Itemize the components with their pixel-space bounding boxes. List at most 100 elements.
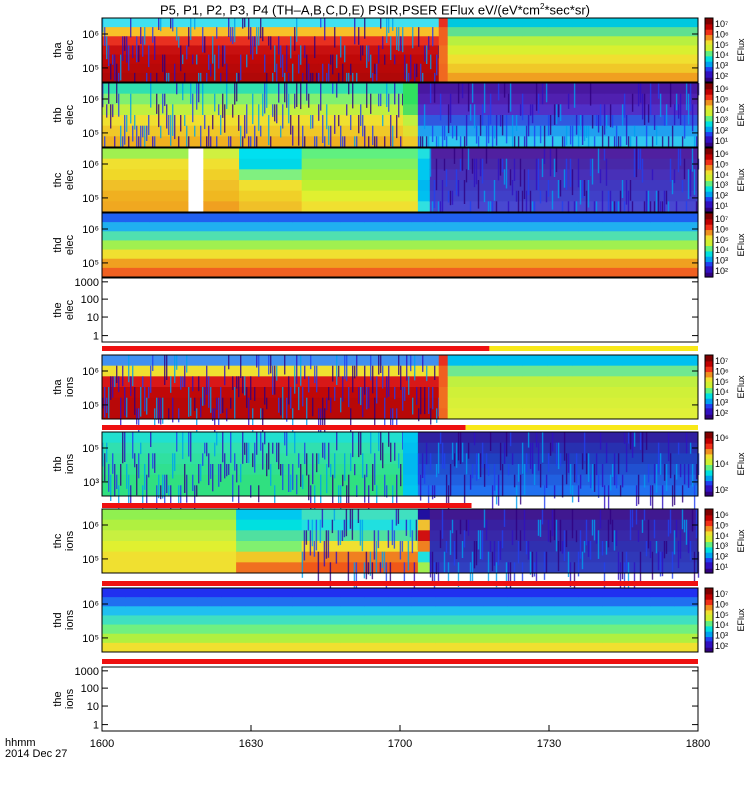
heatmap-cell bbox=[287, 474, 311, 486]
heatmap-cell bbox=[316, 258, 341, 269]
heatmap-cell bbox=[126, 18, 151, 28]
heatmap-cell bbox=[402, 83, 419, 95]
colorbar-tick-label: 10⁷ bbox=[715, 19, 728, 29]
heatmap-cell bbox=[602, 222, 627, 232]
heatmap-streak bbox=[669, 158, 672, 182]
heatmap-cell bbox=[531, 606, 556, 616]
colorbar-cell bbox=[705, 255, 713, 258]
heatmap-streak bbox=[282, 387, 284, 419]
heatmap-streak bbox=[358, 27, 360, 45]
heatmap-streak bbox=[392, 485, 394, 504]
heatmap-cell bbox=[292, 624, 318, 635]
heatmap-cell bbox=[547, 355, 574, 367]
heatmap-cell bbox=[497, 27, 524, 37]
heatmap-cell bbox=[292, 615, 318, 626]
colorbar-cell bbox=[705, 452, 713, 454]
heatmap-streak bbox=[621, 180, 624, 198]
heatmap-cell bbox=[459, 606, 484, 616]
heatmap-cell bbox=[435, 588, 461, 598]
heatmap-streak bbox=[447, 104, 450, 134]
heatmap-cell bbox=[627, 136, 652, 148]
heatmap-cell bbox=[649, 541, 675, 553]
heatmap-streak bbox=[337, 530, 340, 546]
heatmap-streak bbox=[226, 63, 228, 87]
heatmap-streak bbox=[313, 541, 316, 557]
heatmap-streak bbox=[166, 104, 168, 129]
heatmap-streak bbox=[447, 562, 450, 581]
heatmap-cell bbox=[259, 201, 282, 213]
heatmap-streak bbox=[182, 54, 184, 65]
heatmap-streak bbox=[519, 530, 522, 551]
heatmap-streak bbox=[348, 387, 350, 408]
colorbar-cell bbox=[705, 144, 713, 147]
colorbar-tick-label: 10⁵ bbox=[715, 94, 729, 104]
heatmap-cell bbox=[245, 240, 270, 251]
heatmap-cell bbox=[379, 125, 404, 137]
heatmap-streak bbox=[408, 376, 410, 395]
colorbar-cell bbox=[705, 160, 713, 163]
heatmap-cell bbox=[245, 258, 270, 269]
heatmap-cell bbox=[102, 562, 125, 574]
heatmap-cell bbox=[438, 397, 449, 409]
heatmap-streak bbox=[637, 148, 640, 170]
heatmap-cell bbox=[316, 249, 341, 260]
heatmap-cell bbox=[342, 387, 368, 399]
heatmap-streak bbox=[461, 442, 464, 463]
heatmap-cell bbox=[318, 45, 344, 56]
heatmap-streak bbox=[366, 464, 368, 478]
colorbar-cell bbox=[705, 273, 713, 276]
heatmap-streak bbox=[182, 83, 184, 101]
heatmap-streak bbox=[276, 442, 278, 463]
heatmap-streak bbox=[148, 45, 150, 68]
heatmap-cell bbox=[572, 27, 599, 37]
colorbar-cell bbox=[705, 101, 713, 103]
heatmap-cell bbox=[435, 267, 461, 278]
colorbar-tick-label: 10⁵ bbox=[715, 377, 729, 387]
heatmap-streak bbox=[569, 125, 572, 145]
colorbar-cell bbox=[705, 436, 713, 438]
heatmap-streak bbox=[220, 464, 222, 482]
heatmap-streak bbox=[386, 83, 388, 107]
heatmap-streak bbox=[392, 125, 394, 156]
colorbar-cell bbox=[705, 176, 713, 179]
heatmap-streak bbox=[194, 485, 196, 510]
heatmap-streak bbox=[156, 93, 158, 114]
colorbar-cell bbox=[705, 523, 713, 526]
heatmap-streak bbox=[174, 115, 176, 140]
colorbar-cell bbox=[705, 18, 713, 20]
heatmap-streak bbox=[290, 36, 292, 59]
colorbar-cell bbox=[705, 86, 713, 88]
colorbar-cell bbox=[705, 127, 713, 130]
heatmap-cell bbox=[534, 464, 559, 476]
colorbar-cell bbox=[705, 158, 713, 161]
heatmap-cell bbox=[576, 562, 601, 574]
heatmap-streak bbox=[535, 551, 538, 581]
heatmap-cell bbox=[411, 642, 437, 653]
heatmap-cell bbox=[342, 408, 368, 420]
heatmap-streak bbox=[559, 453, 562, 467]
heatmap-streak bbox=[549, 530, 552, 543]
heatmap-cell bbox=[507, 597, 532, 607]
heatmap-cell bbox=[169, 509, 192, 521]
heatmap-cell bbox=[340, 240, 365, 251]
heatmap-streak bbox=[166, 355, 168, 380]
heatmap-streak bbox=[321, 509, 324, 528]
heatmap-streak bbox=[647, 190, 650, 223]
heatmap-cell bbox=[292, 642, 318, 653]
heatmap-cell bbox=[602, 267, 627, 278]
heatmap-cell bbox=[239, 158, 261, 170]
heatmap-streak bbox=[455, 442, 458, 468]
colorbar-cell bbox=[705, 250, 713, 252]
colorbar-cell bbox=[705, 126, 713, 129]
colorbar-cell bbox=[705, 252, 713, 255]
colorbar-cell bbox=[705, 61, 713, 64]
colorbar-cell bbox=[705, 562, 713, 564]
heatmap-streak bbox=[356, 72, 358, 88]
heatmap-cell bbox=[435, 606, 461, 616]
colorbar-cell bbox=[705, 641, 713, 643]
heatmap-streak bbox=[126, 36, 128, 63]
heatmap-cell bbox=[414, 408, 440, 420]
heatmap-cell bbox=[221, 642, 246, 653]
heatmap-streak bbox=[316, 72, 318, 86]
